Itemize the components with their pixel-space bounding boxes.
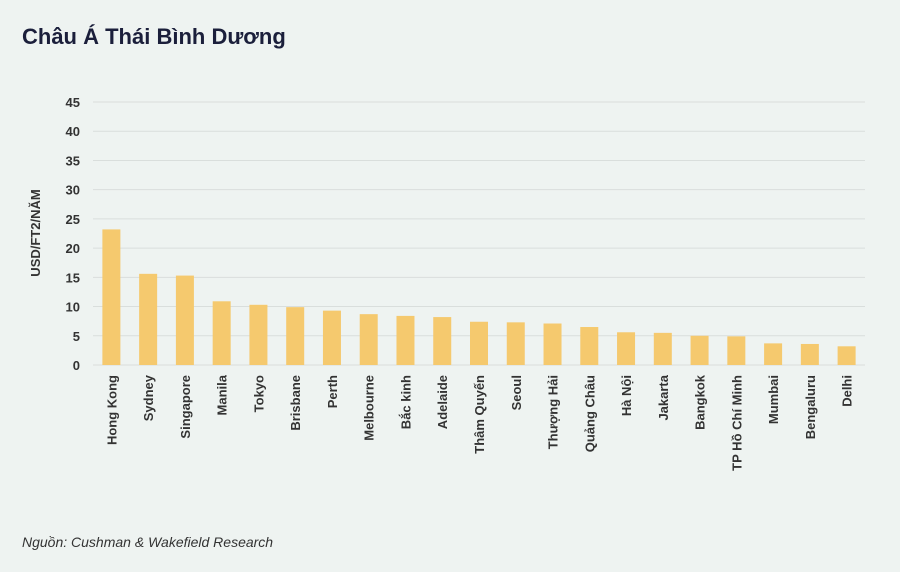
bar [396,315,415,365]
x-tick-label: Seoul [509,375,524,410]
y-tick-label: 35 [66,153,80,168]
x-tick-label: Bangkok [693,374,708,430]
bar [359,314,378,365]
x-tick-label: Jakarta [656,374,671,420]
y-tick-label: 40 [66,124,80,139]
bar [249,304,268,365]
x-tick-label: Tokyo [251,375,266,412]
x-tick-label: Perth [325,375,340,408]
bar [175,275,194,365]
bar [690,335,709,365]
x-tick-label: Thâm Quyến [472,375,487,454]
x-axis-labels: Hong Kong Sydney Singapore Manila Tokyo Brisb… [104,374,854,471]
bar [102,229,121,365]
x-tick-label: Brisbane [288,375,303,431]
bar [212,301,231,365]
bar [139,273,158,365]
y-tick-label: 25 [66,212,80,227]
bar [286,307,305,365]
x-tick-label: Delhi [840,375,855,407]
x-tick-label: Mumbai [766,375,781,424]
bar [543,323,562,365]
x-tick-label: Manila [215,374,230,415]
bar [837,346,856,365]
y-tick-label: 45 [66,95,80,110]
y-tick-label: 5 [73,329,80,344]
x-tick-label: Sydney [141,374,156,421]
y-tick-label: 20 [66,241,80,256]
bar [580,327,599,365]
y-tick-label: 15 [66,270,80,285]
y-tick-label: 10 [66,300,80,315]
x-tick-label: Bắc kinh [398,375,413,429]
bar [653,332,672,365]
y-tick-label: 30 [66,183,80,198]
x-tick-label: Thượng Hải [546,375,561,449]
source-note: Nguồn: Cushman & Wakefield Research [22,534,274,550]
bar [433,317,452,365]
y-axis-ticks: 0 5 10 15 20 25 30 35 40 45 [66,95,80,373]
x-tick-label: Hà Nội [619,375,634,416]
bar [617,332,636,365]
bar [470,321,488,365]
x-tick-label: Adelaide [435,375,450,429]
x-tick-label: Singapore [178,375,193,439]
bar [727,336,746,365]
y-tick-label: 0 [73,358,80,373]
bar [764,343,783,365]
bar [506,322,525,365]
chart-title: Châu Á Thái Bình Dương [22,24,286,49]
x-tick-label: Melbourne [362,375,377,441]
x-tick-label: Bengaluru [803,375,818,439]
bar [322,310,341,365]
bar [800,343,819,365]
bars [102,229,856,365]
x-tick-label: Quảng Châu [582,375,597,452]
x-tick-label: TP Hồ Chí Minh [729,375,744,471]
x-tick-label: Hong Kong [104,375,119,445]
y-axis-title: USD/FT2/NĂM [28,189,43,276]
